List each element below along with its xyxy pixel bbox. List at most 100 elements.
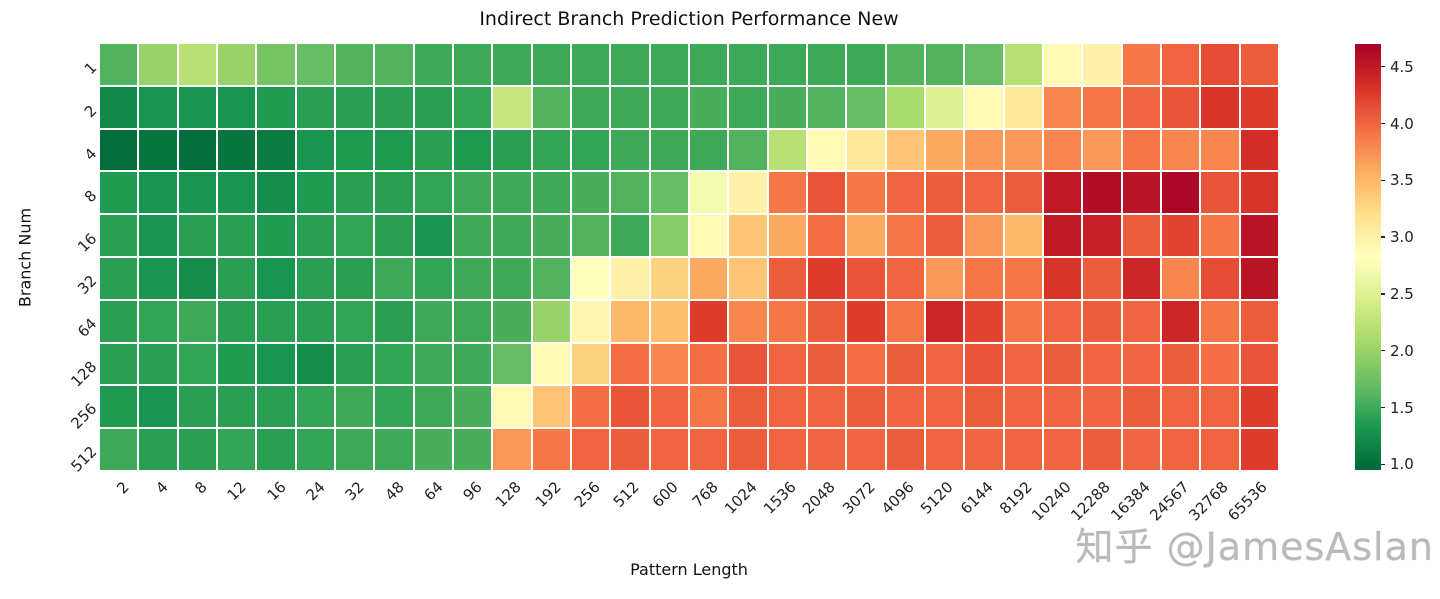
- heatmap-cell: [375, 300, 413, 342]
- heatmap-cell: [1083, 215, 1121, 256]
- heatmap-cell: [807, 343, 846, 385]
- heatmap-cell: [768, 129, 806, 171]
- heatmap-cell: [965, 429, 1003, 470]
- heatmap-cell: [650, 86, 688, 128]
- x-axis-label: Pattern Length: [630, 560, 748, 579]
- heatmap-cell: [689, 44, 728, 85]
- heatmap-cell: [1201, 257, 1239, 299]
- heatmap-cell: [768, 343, 806, 385]
- heatmap-cell: [847, 172, 885, 214]
- heatmap-cell: [1161, 386, 1200, 428]
- heatmap-cell: [1161, 300, 1200, 342]
- heatmap-cell: [178, 429, 216, 470]
- heatmap-cell: [729, 129, 767, 171]
- heatmap-cell: [493, 343, 531, 385]
- heatmap-cell: [532, 172, 570, 214]
- heatmap-cell: [217, 386, 256, 428]
- heatmap-cell: [965, 343, 1003, 385]
- heatmap-cell: [1122, 300, 1160, 342]
- heatmap-cell: [886, 429, 924, 470]
- heatmap-cell: [847, 257, 885, 299]
- y-tick-label: 1: [80, 58, 101, 79]
- heatmap-cell: [847, 386, 885, 428]
- heatmap-cell: [1083, 129, 1121, 171]
- heatmap-cell: [100, 429, 138, 470]
- heatmap-cell: [296, 172, 334, 214]
- heatmap-cell: [296, 257, 334, 299]
- heatmap-cell: [178, 86, 216, 128]
- heatmap-cell: [1043, 386, 1082, 428]
- y-tick-label: 8: [80, 186, 101, 207]
- heatmap-cell: [453, 86, 492, 128]
- heatmap-cell: [1240, 129, 1278, 171]
- heatmap-cell: [1043, 129, 1082, 171]
- heatmap-cell: [178, 300, 216, 342]
- heatmap-cell: [1083, 386, 1121, 428]
- heatmap-cell: [217, 129, 256, 171]
- heatmap-cell: [1240, 44, 1278, 85]
- heatmap-cell: [217, 86, 256, 128]
- heatmap-cell: [847, 429, 885, 470]
- heatmap-cell: [965, 129, 1003, 171]
- heatmap-cell: [886, 44, 924, 85]
- heatmap-cell: [139, 129, 177, 171]
- heatmap-cell: [493, 172, 531, 214]
- heatmap-cell: [847, 343, 885, 385]
- heatmap-cell: [1004, 343, 1042, 385]
- heatmap-cell: [296, 429, 334, 470]
- heatmap-cell: [965, 172, 1003, 214]
- heatmap-cell: [139, 343, 177, 385]
- colorbar-tick-mark: [1381, 463, 1385, 465]
- heatmap-cell: [650, 129, 688, 171]
- chart-title: Indirect Branch Prediction Performance N…: [479, 8, 899, 30]
- heatmap-cell: [1043, 343, 1082, 385]
- heatmap-cell: [257, 44, 295, 85]
- heatmap-cell: [178, 129, 216, 171]
- heatmap-cell: [1240, 300, 1278, 342]
- heatmap-cell: [493, 257, 531, 299]
- heatmap-cell: [1240, 172, 1278, 214]
- heatmap-cell: [847, 44, 885, 85]
- colorbar-tick-label: 2.0: [1390, 341, 1414, 360]
- heatmap-cell: [414, 172, 452, 214]
- heatmap-cell: [1161, 215, 1200, 256]
- heatmap-cell: [768, 172, 806, 214]
- heatmap-cell: [611, 129, 649, 171]
- heatmap-cell: [217, 343, 256, 385]
- colorbar-tick-mark: [1381, 236, 1385, 238]
- heatmap-cell: [257, 257, 295, 299]
- heatmap-cell: [532, 386, 570, 428]
- heatmap-cell: [1083, 44, 1121, 85]
- heatmap-cell: [925, 86, 964, 128]
- y-axis-label: Branch Num: [15, 207, 35, 308]
- heatmap-cell: [257, 300, 295, 342]
- heatmap-cell: [729, 86, 767, 128]
- heatmap-cell: [217, 429, 256, 470]
- heatmap-cell: [1083, 172, 1121, 214]
- heatmap-cell: [729, 44, 767, 85]
- heatmap-cell: [1201, 129, 1239, 171]
- heatmap-cell: [650, 215, 688, 256]
- heatmap-cell: [1161, 172, 1200, 214]
- heatmap-cell: [335, 257, 374, 299]
- colorbar-tick-mark: [1381, 122, 1385, 125]
- heatmap-cell: [847, 129, 885, 171]
- heatmap-cell: [650, 300, 688, 342]
- heatmap-cell: [807, 386, 846, 428]
- heatmap-cell: [532, 129, 570, 171]
- heatmap-cell: [1240, 429, 1278, 470]
- heatmap-cell: [414, 300, 452, 342]
- heatmap-cell: [650, 172, 688, 214]
- heatmap-cell: [689, 86, 728, 128]
- heatmap-cell: [689, 343, 728, 385]
- heatmap-cell: [1201, 172, 1239, 214]
- heatmap-cell: [807, 86, 846, 128]
- heatmap-cell: [807, 257, 846, 299]
- heatmap-cell: [139, 300, 177, 342]
- colorbar-tick-label: 3.0: [1390, 228, 1414, 247]
- heatmap-cell: [1122, 257, 1160, 299]
- heatmap-cell: [1240, 86, 1278, 128]
- heatmap-cell: [807, 429, 846, 470]
- heatmap-cell: [729, 215, 767, 256]
- heatmap-cell: [886, 86, 924, 128]
